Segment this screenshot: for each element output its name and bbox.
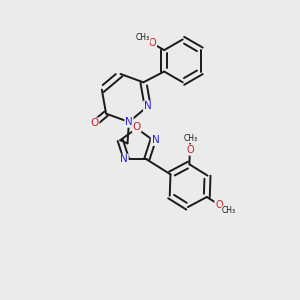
Text: N: N <box>120 154 128 164</box>
Text: O: O <box>149 38 156 48</box>
Text: O: O <box>133 122 141 132</box>
Text: N: N <box>144 101 152 111</box>
Text: CH₃: CH₃ <box>222 206 236 215</box>
Text: CH₃: CH₃ <box>136 33 150 42</box>
Text: N: N <box>125 117 133 127</box>
Text: O: O <box>91 118 99 128</box>
Text: O: O <box>215 200 223 210</box>
Text: CH₃: CH₃ <box>183 134 197 142</box>
Text: O: O <box>186 145 194 155</box>
Text: N: N <box>152 135 159 145</box>
